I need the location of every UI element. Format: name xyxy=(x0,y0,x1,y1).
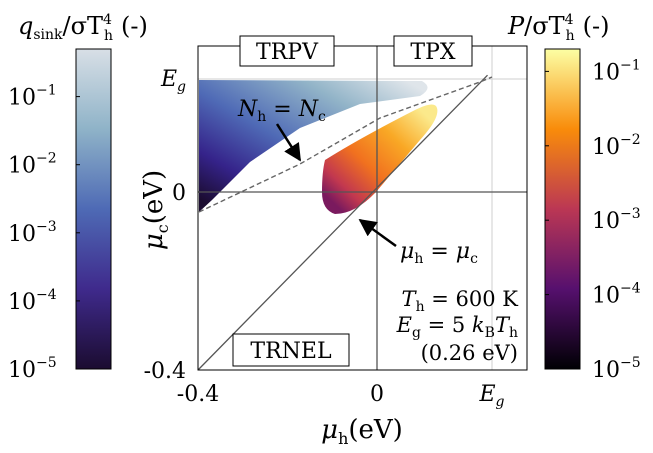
right-colorbar-tick-label: 10−3 xyxy=(592,206,641,234)
right-colorbar-gradient xyxy=(544,48,581,370)
annotation-mu-eq: μh = μc xyxy=(400,239,478,267)
right-colorbar: P/σT4 h (-) 10−1 10−2 10−3 10−4 10−5 xyxy=(507,12,641,383)
main-plot: TRPV TPX TRNEL Nh = Nc μh = μc Th = 600 … xyxy=(139,35,528,448)
nh-equals-nc-boundary xyxy=(198,76,493,213)
y-tick-labels: Eg 0 -0.4 xyxy=(144,67,186,384)
left-colorbar-gradient xyxy=(75,48,112,370)
parameter-text: Th = 600 K Eg = 5 kBTh (0.26 eV) xyxy=(396,287,519,365)
sink-region xyxy=(199,80,428,212)
right-colorbar-tick-label: 10−1 xyxy=(592,57,641,85)
arrow-nh-nc xyxy=(275,123,302,162)
right-colorbar-ticks: 10−1 10−2 10−3 10−4 10−5 xyxy=(545,57,641,383)
series-mu-h-equals-mu-c xyxy=(197,74,488,371)
left-colorbar-tick-label: 10−4 xyxy=(8,287,57,315)
trnel-box xyxy=(232,333,350,367)
y-axis-label: μc(eV) xyxy=(139,170,172,250)
right-colorbar-tick-label: 10−2 xyxy=(592,132,641,160)
x-tick-minus04: -0.4 xyxy=(177,382,219,407)
param-eg: Eg = 5 kBTh xyxy=(396,313,518,341)
left-colorbar-tick-label: 10−1 xyxy=(8,83,57,111)
param-th: Th = 600 K xyxy=(402,287,519,315)
power-region xyxy=(322,104,438,214)
left-colorbar-title: qsink/σT4 h (-) xyxy=(18,12,148,44)
y-tick-minus04: -0.4 xyxy=(144,359,186,384)
x-tick-eg: Eg xyxy=(478,382,504,410)
annotation-nh-nc: Nh = Nc xyxy=(237,97,326,125)
right-colorbar-tick-label: 10−4 xyxy=(592,281,641,309)
y-tick-eg: Eg xyxy=(160,67,186,95)
right-colorbar-title: P/σT4 h (-) xyxy=(507,12,609,44)
right-colorbar-tick-label: 10−5 xyxy=(592,355,641,383)
param-ev: (0.26 eV) xyxy=(421,341,518,365)
trnel-label: TRNEL xyxy=(250,339,332,364)
trpv-box xyxy=(239,35,335,67)
x-tick-labels: -0.4 0 Eg xyxy=(177,382,505,410)
tpx-label: TPX xyxy=(410,40,455,65)
left-colorbar-ticks: 10−1 10−2 10−3 10−4 10−5 xyxy=(8,83,80,383)
left-colorbar: qsink/σT4 h (-) 10−1 10−2 10−3 10−4 10−5 xyxy=(8,12,148,383)
region-label-trpv: TRPV xyxy=(239,35,335,67)
left-colorbar-tick-label: 10−3 xyxy=(8,219,57,247)
region-label-trnel: TRNEL xyxy=(232,333,350,367)
tpx-box xyxy=(393,35,473,67)
plot-frame xyxy=(197,45,528,371)
x-axis-label: μh(eV) xyxy=(321,415,403,448)
y-tick-zero: 0 xyxy=(172,181,186,206)
region-label-tpx: TPX xyxy=(393,35,473,67)
x-tick-zero: 0 xyxy=(370,382,384,407)
trpv-label: TRPV xyxy=(256,40,319,65)
arrow-mu-eq xyxy=(358,218,397,248)
left-colorbar-tick-label: 10−5 xyxy=(8,355,57,383)
left-colorbar-tick-label: 10−2 xyxy=(8,151,57,179)
